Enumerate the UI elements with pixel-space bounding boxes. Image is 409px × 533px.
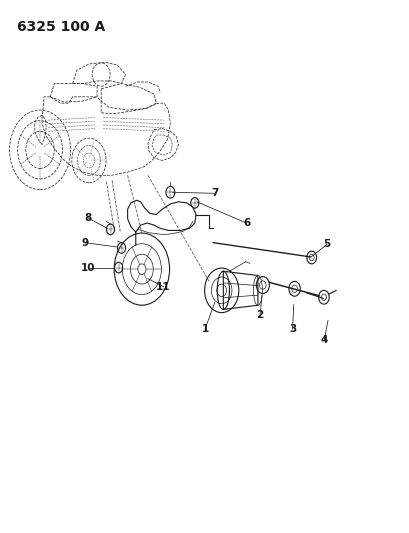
Text: 5: 5 xyxy=(323,239,330,249)
Text: 8: 8 xyxy=(84,213,91,223)
Text: 6: 6 xyxy=(242,218,249,228)
Text: 3: 3 xyxy=(288,324,295,334)
Text: 11: 11 xyxy=(156,281,170,292)
Text: 10: 10 xyxy=(80,263,95,272)
Text: 9: 9 xyxy=(81,238,88,248)
Text: 6325 100 A: 6325 100 A xyxy=(17,20,105,34)
Text: 7: 7 xyxy=(211,188,218,198)
Text: 4: 4 xyxy=(320,335,327,345)
Text: 2: 2 xyxy=(256,310,263,320)
Text: 1: 1 xyxy=(201,324,208,334)
